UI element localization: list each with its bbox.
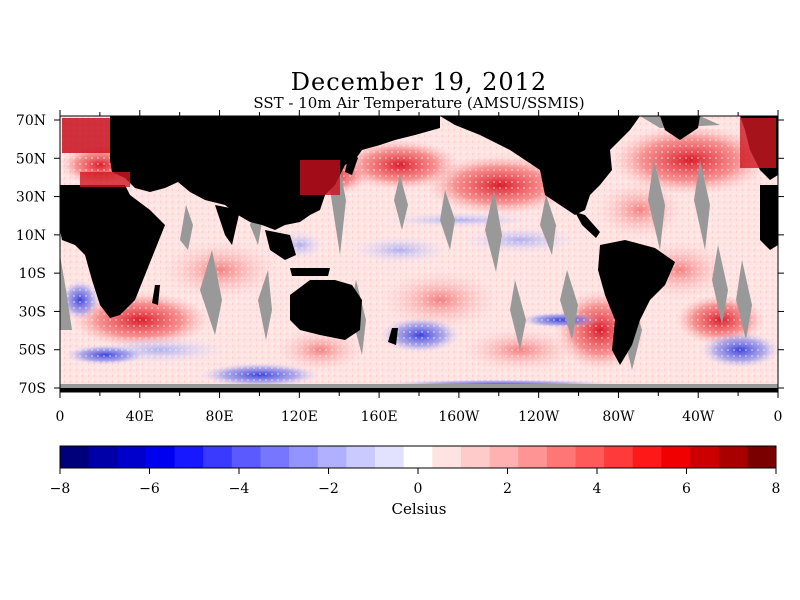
- madagascar-land: [152, 285, 160, 305]
- new-zealand-land: [388, 328, 398, 345]
- lat-label: 50N: [16, 151, 46, 167]
- central-america-land: [575, 212, 600, 238]
- lon-label: 0: [774, 409, 783, 425]
- colorbar-tick-label: 6: [682, 481, 691, 497]
- lat-label: 10N: [16, 228, 46, 244]
- lon-label: 40E: [126, 409, 154, 425]
- colorbar-swatch: [747, 446, 777, 468]
- india-land: [215, 205, 240, 245]
- colorbar-tick-label: −6: [139, 481, 160, 497]
- lat-label: 70S: [19, 381, 46, 397]
- colorbar-tick-label: 0: [414, 481, 423, 497]
- southeast-asia-land: [265, 230, 296, 260]
- warm-coastal-anomalies: [62, 118, 776, 195]
- greenland-land: [660, 116, 700, 140]
- colorbar-swatch: [604, 446, 634, 468]
- indonesia-land: [290, 268, 330, 276]
- colorbar-swatch: [518, 446, 548, 468]
- colorbar-swatch: [575, 446, 605, 468]
- lon-label: 0: [56, 409, 65, 425]
- lat-label: 10S: [19, 266, 46, 282]
- australia-land: [290, 280, 362, 340]
- lat-label: 30N: [16, 190, 46, 206]
- japan-land: [345, 150, 358, 175]
- colorbar-tick-label: 4: [593, 481, 602, 497]
- north-america-land: [440, 116, 640, 215]
- colorbar-swatch: [60, 446, 90, 468]
- colorbar-unit-label: Celsius: [391, 500, 447, 518]
- lon-label: 120W: [518, 409, 560, 425]
- colorbar-swatch: [145, 446, 176, 468]
- eurasia-land: [110, 116, 440, 230]
- colorbar-swatch: [632, 446, 662, 468]
- lon-label: 80W: [602, 409, 635, 425]
- colorbar-swatch: [432, 446, 462, 468]
- lon-label: 80E: [206, 409, 234, 425]
- colorbar-swatch: [231, 446, 261, 468]
- colorbar-swatch: [661, 446, 691, 468]
- colorbar-swatch: [489, 446, 519, 468]
- map-title: December 19, 2012: [290, 68, 548, 96]
- map-subtitle: SST - 10m Air Temperature (AMSU/SSMIS): [253, 94, 585, 112]
- lon-label: 160E: [361, 409, 398, 425]
- colorbar-tick-label: −8: [50, 481, 71, 497]
- lon-label: 120E: [281, 409, 318, 425]
- colorbar-tick-label: 8: [772, 481, 781, 497]
- colorbar-swatch: [174, 446, 204, 468]
- africa-land-east: [760, 185, 778, 250]
- lat-label: 50S: [19, 343, 46, 359]
- colorbar-swatch: [317, 446, 347, 468]
- colorbar-swatch: [690, 446, 720, 468]
- africa-land: [60, 185, 165, 318]
- colorbar-swatch: [260, 446, 290, 468]
- lat-label: 30S: [19, 304, 46, 320]
- latitude-axis: 70N 50N 30N 10N 10S 30S 50S 70S: [16, 113, 784, 397]
- colorbar-swatch: [88, 446, 118, 468]
- map-panel: [60, 116, 778, 392]
- colorbar-swatch: [718, 446, 748, 468]
- colorbar-swatch: [289, 446, 319, 468]
- colorbar-axis: −8 −6 −4 −2 0 2 4 6 8: [50, 468, 781, 497]
- longitude-axis: 0 40E 80E 120E 160E 160W 120W 80W 40W 0: [56, 110, 783, 425]
- colorbar-swatch: [346, 446, 376, 468]
- lon-label: 160W: [438, 409, 480, 425]
- colorbar-tick-label: −4: [229, 481, 250, 497]
- lon-label: 40W: [682, 409, 715, 425]
- south-america-land: [598, 240, 675, 365]
- colorbar-swatch: [375, 446, 405, 468]
- colorbar: [60, 446, 777, 468]
- colorbar-swatch: [117, 446, 147, 468]
- colorbar-swatch: [203, 446, 233, 468]
- colorbar-tick-label: −2: [318, 481, 339, 497]
- colorbar-tick-label: 2: [503, 481, 512, 497]
- lat-label: 70N: [16, 113, 46, 129]
- colorbar-swatch: [460, 446, 491, 468]
- colorbar-swatch: [403, 446, 433, 468]
- colorbar-swatch: [546, 446, 577, 468]
- antarctica-land: [60, 388, 778, 392]
